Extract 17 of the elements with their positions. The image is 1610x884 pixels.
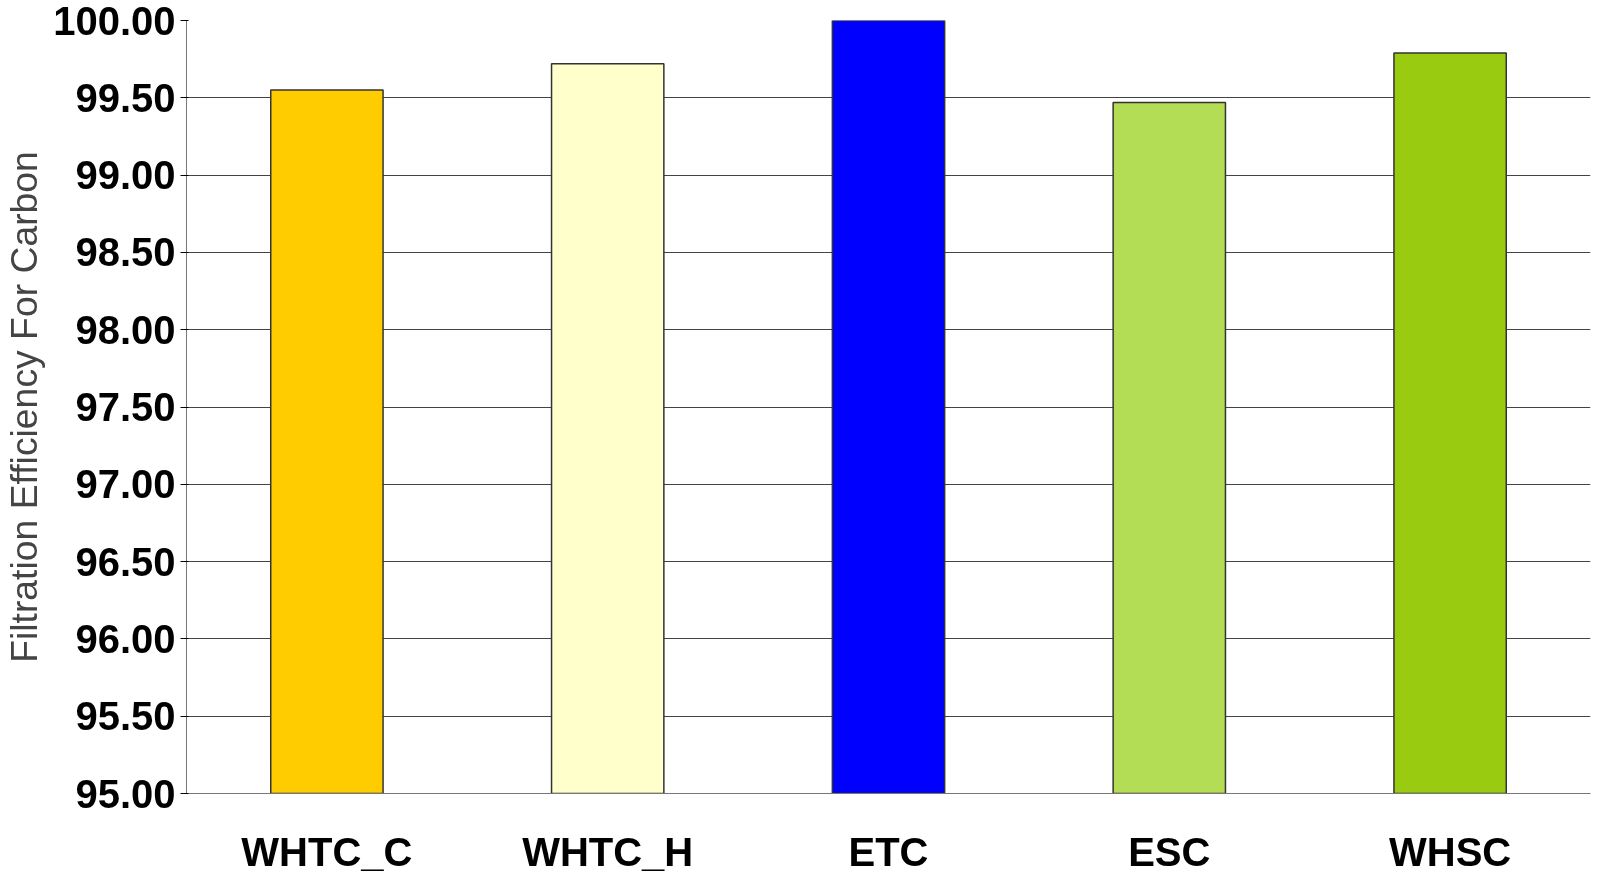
y-tick-label: 99.50 — [75, 75, 176, 120]
y-tick-label: 98.50 — [75, 230, 176, 275]
y-tick-label: 99.00 — [75, 153, 176, 198]
y-tick-label: 95.00 — [75, 771, 176, 816]
y-tick-label: 96.00 — [75, 616, 176, 661]
y-tick-label: 96.50 — [75, 539, 176, 584]
x-tick-label: ESC — [1128, 829, 1211, 874]
y-tick-label: 100.00 — [53, 0, 176, 43]
y-tick-label: 95.50 — [75, 694, 176, 739]
y-tick-label: 97.50 — [75, 385, 176, 429]
y-axis-title: Filtration Efficiency For Carbon — [3, 151, 46, 663]
x-tick-label: WHTC_C — [241, 829, 413, 874]
x-tick-label: WHTC_H — [522, 829, 694, 874]
x-tick-label: WHSC — [1389, 829, 1512, 874]
x-tick-label: ETC — [848, 829, 929, 874]
y-tick-label: 97.00 — [75, 462, 176, 507]
y-tick-label: 98.00 — [75, 307, 176, 352]
